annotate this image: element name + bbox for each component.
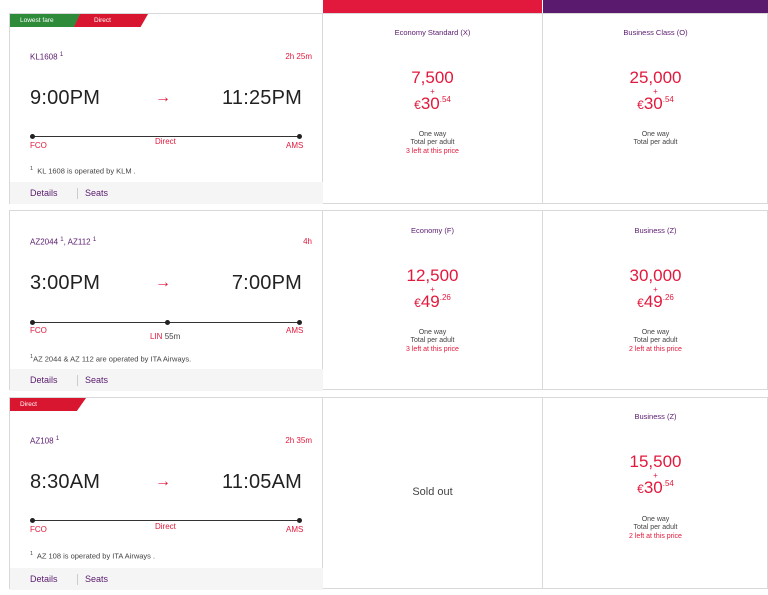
flight-info: Direct AZ108 1 2h 35m 8:30AM → 11:05AM D… <box>10 398 323 590</box>
direct-label: Direct <box>155 522 176 531</box>
destination-airport: AMS <box>286 525 304 534</box>
fare-business-class[interactable]: Business Class (O) 25,000 + €30.54 One w… <box>543 14 768 203</box>
details-link[interactable]: Details <box>30 188 58 198</box>
details-link[interactable]: Details <box>30 574 58 584</box>
departure-time: 3:00PM <box>30 272 101 294</box>
badge-lowest-fare: Lowest fare <box>10 14 80 27</box>
plus-sign: + <box>430 285 435 294</box>
seats-link[interactable]: Seats <box>85 188 109 198</box>
route-line <box>30 134 302 139</box>
departure-time: 9:00PM <box>30 87 101 109</box>
flight-number[interactable]: AZ108 1 <box>30 436 60 446</box>
badge-direct: Direct <box>74 14 148 27</box>
seats-left: 3 left at this price <box>406 346 459 353</box>
duration: 2h 25m <box>285 52 312 61</box>
divider <box>77 375 78 386</box>
fare-economy[interactable]: Economy (F) 12,500 + €49.26 One way Total… <box>323 211 543 389</box>
seats-link[interactable]: Seats <box>85 574 109 584</box>
cash-price: €49.26 <box>414 292 451 311</box>
origin-dot <box>30 518 35 523</box>
seats-left: 3 left at this price <box>406 148 459 155</box>
origin-airport: FCO <box>30 326 47 335</box>
economy-column-bar <box>323 0 542 13</box>
flight-actions: Details Seats <box>10 182 323 204</box>
origin-dot <box>30 134 35 139</box>
plus-sign: + <box>653 471 658 480</box>
direct-label: Direct <box>155 137 176 146</box>
stop-airport: LIN 55m <box>150 332 181 341</box>
departure-time: 8:30AM <box>30 471 101 493</box>
fare-note: One way Total per adult <box>633 329 678 344</box>
duration: 2h 35m <box>285 436 312 445</box>
flight-actions: Details Seats <box>10 568 323 590</box>
seats-link[interactable]: Seats <box>85 375 109 385</box>
fare-note: One way Total per adult <box>410 131 455 146</box>
origin-airport: FCO <box>30 141 47 150</box>
operated-by-note: 1 AZ 108 is operated by ITA Airways . <box>30 551 156 561</box>
cash-price: €30.54 <box>637 478 674 497</box>
fare-business[interactable]: Business (Z) 30,000 + €49.26 One way Tota… <box>543 211 768 389</box>
miles-price: 15,500 <box>629 452 682 471</box>
arrival-time: 11:25PM <box>222 87 302 109</box>
operated-by-note: 1AZ 2044 & AZ 112 are operated by ITA Ai… <box>30 354 192 364</box>
route-line <box>30 518 302 523</box>
arrival-time: 11:05AM <box>222 471 302 493</box>
flight-row-3: Direct AZ108 1 2h 35m 8:30AM → 11:05AM D… <box>9 397 768 590</box>
destination-airport: AMS <box>286 326 304 335</box>
destination-dot <box>297 320 302 325</box>
fare-economy-sold-out: Sold out <box>323 398 543 588</box>
fare-class-name: Business (Z) <box>634 226 677 235</box>
flight-info: AZ2044 1, AZ112 1 4h 3:00PM → 7:00PM FCO… <box>10 211 323 391</box>
flight-info: Lowest fare Direct KL1608 1 2h 25m 9:00P… <box>10 14 323 204</box>
seats-left: 2 left at this price <box>629 533 682 540</box>
plus-sign: + <box>430 87 435 96</box>
arrow-right-icon: → <box>155 473 171 490</box>
destination-dot <box>297 134 302 139</box>
duration: 4h <box>303 237 312 246</box>
arrow-right-icon: → <box>155 89 171 106</box>
flight-row-1: Lowest fare Direct KL1608 1 2h 25m 9:00P… <box>9 13 768 204</box>
cash-price: €30.54 <box>637 94 674 113</box>
fare-note: One way Total per adult <box>633 516 678 531</box>
badge-direct: Direct <box>10 398 86 411</box>
seats-left: 2 left at this price <box>629 346 682 353</box>
fare-class-name: Economy Standard (X) <box>394 28 471 37</box>
plus-sign: + <box>653 87 658 96</box>
fare-class-name: Business Class (O) <box>623 28 688 37</box>
flight-actions: Details Seats <box>10 369 323 391</box>
plus-sign: + <box>653 285 658 294</box>
fare-class-name: Economy (F) <box>411 226 454 235</box>
destination-airport: AMS <box>286 141 304 150</box>
arrow-right-icon: → <box>155 274 171 291</box>
origin-airport: FCO <box>30 525 47 534</box>
fare-note: One way Total per adult <box>410 329 455 344</box>
miles-price: 12,500 <box>406 266 459 285</box>
origin-dot <box>30 320 35 325</box>
divider <box>77 188 78 199</box>
fare-economy-standard[interactable]: Economy Standard (X) 7,500 + €30.54 One … <box>323 14 543 203</box>
details-link[interactable]: Details <box>30 375 58 385</box>
miles-price: 7,500 <box>411 68 454 87</box>
divider <box>77 574 78 585</box>
operated-by-note: 1 KL 1608 is operated by KLM . <box>30 166 136 176</box>
business-column-bar <box>543 0 768 13</box>
destination-dot <box>297 518 302 523</box>
miles-price: 25,000 <box>629 68 682 87</box>
stop-dot <box>165 320 170 325</box>
cash-price: €49.26 <box>637 292 674 311</box>
flight-row-2: AZ2044 1, AZ112 1 4h 3:00PM → 7:00PM FCO… <box>9 210 768 391</box>
route-line <box>30 320 302 325</box>
fare-note: One way Total per adult <box>633 131 678 146</box>
fare-business[interactable]: Business (Z) 15,500 + €30.54 One way Tota… <box>543 398 768 588</box>
miles-price: 30,000 <box>629 266 682 285</box>
fare-class-name: Business (Z) <box>634 412 677 421</box>
flight-number[interactable]: KL1608 1 <box>30 52 64 62</box>
cash-price: €30.54 <box>414 94 451 113</box>
sold-out-label: Sold out <box>412 486 453 498</box>
flight-number[interactable]: AZ2044 1, AZ112 1 <box>30 237 97 247</box>
arrival-time: 7:00PM <box>231 272 302 294</box>
